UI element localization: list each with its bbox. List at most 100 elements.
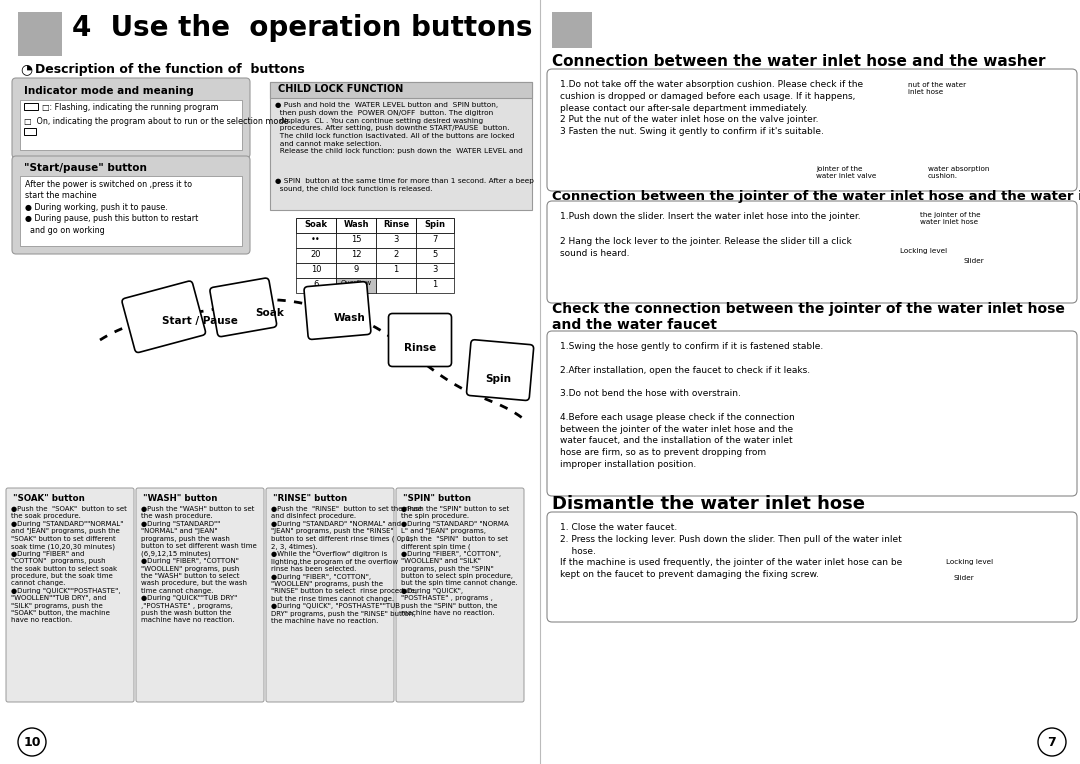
Text: Connection between the jointer of the water inlet hose and the water inlet hose: Connection between the jointer of the wa… [552,190,1080,203]
Text: 6: 6 [313,280,319,289]
Bar [376,218,416,233]
Text: 4  Use the  operation buttons: 4 Use the operation buttons [72,14,532,42]
FancyBboxPatch shape [12,156,249,254]
Bar [296,233,336,248]
Text: Start / Pause: Start / Pause [162,316,238,325]
Circle shape [18,728,46,756]
Bar [21,176,242,246]
FancyBboxPatch shape [210,278,276,337]
Text: Soak: Soak [305,220,327,229]
Circle shape [1038,728,1066,756]
Text: "SPIN" button: "SPIN" button [403,494,471,503]
FancyBboxPatch shape [546,512,1077,622]
Text: 10: 10 [311,265,321,274]
FancyBboxPatch shape [546,201,1077,303]
Text: CHILD LOCK FUNCTION: CHILD LOCK FUNCTION [278,84,403,94]
Bar [21,100,242,150]
Text: Rinse: Rinse [383,220,409,229]
Bar [336,263,376,278]
FancyBboxPatch shape [136,488,264,702]
Text: 10: 10 [24,736,41,749]
Text: Connection between the water inlet hose and the washer: Connection between the water inlet hose … [552,54,1045,69]
Text: ● Push and hold the  WATER LEVEL button and  SPIN button,
  then push down the  : ● Push and hold the WATER LEVEL button a… [275,102,523,154]
FancyBboxPatch shape [305,282,370,339]
Text: Dismantle the water inlet hose: Dismantle the water inlet hose [552,495,865,513]
FancyBboxPatch shape [546,69,1077,191]
Bar [416,218,454,233]
Text: 1: 1 [393,265,399,274]
Text: 7: 7 [432,235,437,244]
Text: ● SPIN  button at the same time for more than 1 second. After a beep
  sound, th: ● SPIN button at the same time for more … [275,178,534,192]
Text: ●Push the  "SOAK"  button to set
the soak procedure.
●During "STANDARD""NORMAL"
: ●Push the "SOAK" button to set the soak … [11,506,126,623]
Text: Soak: Soak [256,308,284,318]
Bar [376,278,416,293]
Text: 1: 1 [432,280,437,289]
Text: 1.Swing the hose gently to confirm if it is fastened stable.

2.After installati: 1.Swing the hose gently to confirm if it… [561,342,823,469]
Text: 1.Do not take off the water absorption cushion. Please check if the
cushion is d: 1.Do not take off the water absorption c… [561,80,863,136]
Text: Check the connection between the jointer of the water inlet hose
and the water f: Check the connection between the jointer… [552,302,1065,332]
Bar [336,218,376,233]
Bar [552,12,592,48]
Bar [416,248,454,263]
Text: 1.Push down the slider. Insert the water inlet hose into the jointer.

2 Hang th: 1.Push down the slider. Insert the water… [561,212,861,258]
Text: 20: 20 [311,250,321,259]
Text: Spin: Spin [424,220,446,229]
Bar [18,12,62,56]
Text: Indicator mode and meaning: Indicator mode and meaning [24,86,193,96]
Text: 7: 7 [1048,736,1056,749]
Text: nut of the water
inlet hose: nut of the water inlet hose [908,82,967,95]
Text: ••: •• [311,235,321,244]
FancyBboxPatch shape [12,78,249,158]
Text: After the power is switched on ,press it to
start the machine
● During working, : After the power is switched on ,press it… [25,180,199,235]
Text: Slider: Slider [963,258,984,264]
Text: water absorption
cushion.: water absorption cushion. [928,166,989,179]
Text: ●Push the "WASH" button to set
the wash procedure.
●During "STANDARD""
"NORMAL" : ●Push the "WASH" button to set the wash … [141,506,257,623]
Bar [416,278,454,293]
Text: 3: 3 [393,235,399,244]
Text: 5: 5 [432,250,437,259]
Text: Spin: Spin [485,374,511,384]
FancyBboxPatch shape [266,488,394,702]
Bar [336,248,376,263]
Text: "RINSE" button: "RINSE" button [273,494,347,503]
Bar [416,263,454,278]
Bar [416,233,454,248]
FancyBboxPatch shape [396,488,524,702]
Bar [376,263,416,278]
Bar [296,263,336,278]
Bar [336,233,376,248]
Bar [296,278,336,293]
Text: "SOAK" button: "SOAK" button [13,494,84,503]
Text: 12: 12 [351,250,361,259]
Bar [296,218,336,233]
Text: "Start/pause" button: "Start/pause" button [24,163,147,173]
Text: Description of the function of  buttons: Description of the function of buttons [35,63,305,76]
Text: ●Push the  "RINSE"  button to set the rinse
and disinfect procedure.
●During "ST: ●Push the "RINSE" button to set the rins… [271,506,422,624]
Bar [336,278,376,293]
FancyBboxPatch shape [467,340,534,400]
Bar [376,233,416,248]
Text: ◔: ◔ [21,62,32,76]
Text: jointer of the
water inlet valve: jointer of the water inlet valve [816,166,876,179]
Text: □  On, indicating the program about to run or the selection mode: □ On, indicating the program about to ru… [24,117,288,126]
Text: 15: 15 [351,235,361,244]
Text: 3: 3 [432,265,437,274]
Text: Locking level: Locking level [946,559,994,565]
Text: □: Flashing, indicating the running program: □: Flashing, indicating the running prog… [42,103,218,112]
Text: ●Push the "SPIN" button to set
the spin procedure.
●During "STANDARD" "NORMA
L" : ●Push the "SPIN" button to set the spin … [401,506,517,616]
Text: Wash: Wash [334,313,366,323]
Bar [24,103,38,110]
Text: Locking level: Locking level [900,248,947,254]
Bar [24,128,36,135]
Text: Wash: Wash [343,220,368,229]
FancyBboxPatch shape [6,488,134,702]
Text: the jointer of the
water inlet hose: the jointer of the water inlet hose [920,212,981,225]
FancyBboxPatch shape [389,313,451,367]
Bar [296,248,336,263]
Text: Rinse: Rinse [404,343,436,353]
Text: 1. Close the water faucet.
2. Press the locking lever. Push down the slider. The: 1. Close the water faucet. 2. Press the … [561,523,902,579]
Text: 2: 2 [393,250,399,259]
Text: 9: 9 [353,265,359,274]
Bar [376,248,416,263]
Text: Overflow: Overflow [340,280,372,286]
